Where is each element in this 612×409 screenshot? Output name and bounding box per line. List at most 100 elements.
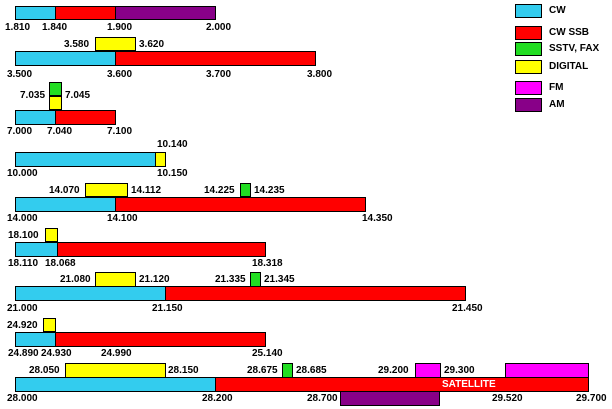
band-10m-segment-am (340, 391, 440, 406)
band-40m-segment-sstv (49, 82, 62, 96)
frequency-label: 18.110 (8, 258, 39, 269)
band-15m-segment-ssb (165, 286, 466, 301)
legend-swatch-sstv (515, 42, 542, 56)
band-15m-segment-cw (15, 286, 166, 301)
band-10m-segment-fm (505, 363, 589, 378)
frequency-label: 29.300 (444, 365, 475, 376)
band-160m-segment-ssb (55, 6, 116, 20)
band-40m-segment-cw (15, 110, 56, 125)
legend-label: FM (549, 82, 564, 93)
band-10m-segment-cw (15, 377, 216, 392)
band-80m-segment-ssb (115, 51, 316, 66)
frequency-label: 24.930 (41, 348, 72, 359)
band-15m-segment-digital (95, 272, 136, 287)
frequency-label: 14.350 (362, 213, 393, 224)
frequency-label: 21.150 (152, 303, 183, 314)
band-20m-segment-digital (85, 183, 128, 197)
frequency-label: 21.450 (452, 303, 483, 314)
frequency-label: 3.620 (139, 39, 165, 50)
legend-item-am: AM (515, 98, 610, 114)
legend-swatch-am (515, 98, 542, 112)
frequency-label: 10.150 (157, 168, 188, 179)
frequency-label: 7.035 (20, 90, 46, 101)
frequency-label: 10.140 (157, 139, 188, 150)
frequency-label: 18.068 (45, 258, 76, 269)
frequency-label: 7.045 (65, 90, 91, 101)
legend-label: DIGITAL (549, 61, 589, 72)
band-12m-segment-digital (43, 318, 56, 332)
frequency-label: 25.140 (252, 348, 283, 359)
frequency-label: 28.000 (7, 393, 38, 404)
frequency-label: 14.100 (107, 213, 138, 224)
frequency-label: 3.580 (64, 39, 90, 50)
band-20m-segment-sstv (240, 183, 251, 197)
frequency-label: 21.335 (215, 274, 246, 285)
band-10m-segment-sstv (282, 363, 293, 378)
band-17m-segment-digital (45, 228, 58, 242)
legend-label: SSTV, FAX (549, 43, 600, 54)
frequency-label: 24.920 (7, 320, 38, 331)
legend-label: AM (549, 99, 565, 110)
frequency-label: 21.120 (139, 274, 170, 285)
frequency-label: 18.100 (8, 230, 39, 241)
frequency-label: 29.200 (378, 365, 409, 376)
frequency-label: 24.890 (8, 348, 39, 359)
frequency-label: 28.685 (296, 365, 327, 376)
frequency-label: 29.520 (492, 393, 523, 404)
frequency-label: 2.000 (206, 22, 232, 33)
frequency-label: 3.500 (7, 69, 33, 80)
frequency-label: 14.000 (7, 213, 38, 224)
frequency-label: 1.810 (5, 22, 31, 33)
frequency-label: 10.000 (7, 168, 38, 179)
legend-item-ssb: CW SSB (515, 26, 610, 42)
band-40m-segment-digital (49, 96, 62, 110)
band-15m-segment-sstv (250, 272, 261, 287)
frequency-label: 7.100 (107, 126, 133, 137)
band-10m-segment-ssb (215, 377, 589, 392)
frequency-label: 21.345 (264, 274, 295, 285)
legend-item-sstv: SSTV, FAX (515, 42, 610, 58)
satellite-label: SATELLITE (442, 379, 496, 390)
frequency-label: 14.112 (131, 185, 162, 196)
legend-item-cw: CW (515, 4, 610, 20)
frequency-label: 21.000 (7, 303, 38, 314)
band-20m-segment-cw (15, 197, 116, 212)
band-40m-segment-ssb (55, 110, 116, 125)
frequency-label: 29.700 (576, 393, 607, 404)
frequency-label: 24.990 (101, 348, 132, 359)
legend-label: CW (549, 5, 566, 16)
legend-swatch-digital (515, 60, 542, 74)
frequency-label: 21.080 (60, 274, 91, 285)
frequency-label: 28.675 (247, 365, 278, 376)
frequency-label: 7.000 (7, 126, 33, 137)
frequency-label: 3.800 (307, 69, 333, 80)
frequency-label: 14.235 (254, 185, 285, 196)
legend-swatch-ssb (515, 26, 542, 40)
frequency-label: 28.150 (168, 365, 199, 376)
frequency-label: 1.900 (107, 22, 133, 33)
frequency-label: 7.040 (47, 126, 73, 137)
band-160m-segment-am (115, 6, 216, 20)
legend-swatch-cw (515, 4, 542, 18)
frequency-label: 14.070 (49, 185, 80, 196)
frequency-label: 3.600 (107, 69, 133, 80)
frequency-label: 14.225 (204, 185, 235, 196)
frequency-label: 28.700 (307, 393, 338, 404)
band-10m-segment-digital (65, 363, 166, 378)
frequency-label: 3.700 (206, 69, 232, 80)
band-160m-segment-cw (15, 6, 56, 20)
band-30m-segment-digital (155, 152, 166, 167)
band-80m-segment-digital (95, 37, 136, 51)
band-17m-segment-ssb (57, 242, 266, 257)
frequency-label: 28.200 (202, 393, 233, 404)
band-30m-segment-cw (15, 152, 156, 167)
frequency-label: 28.050 (29, 365, 60, 376)
legend-swatch-fm (515, 81, 542, 95)
band-17m-segment-cw (15, 242, 58, 257)
band-10m-segment-fm (415, 363, 441, 378)
legend-item-digital: DIGITAL (515, 60, 610, 76)
band-20m-segment-ssb (115, 197, 366, 212)
band-12m-segment-cw (15, 332, 56, 347)
legend-label: CW SSB (549, 27, 589, 38)
band-12m-segment-ssb (55, 332, 266, 347)
